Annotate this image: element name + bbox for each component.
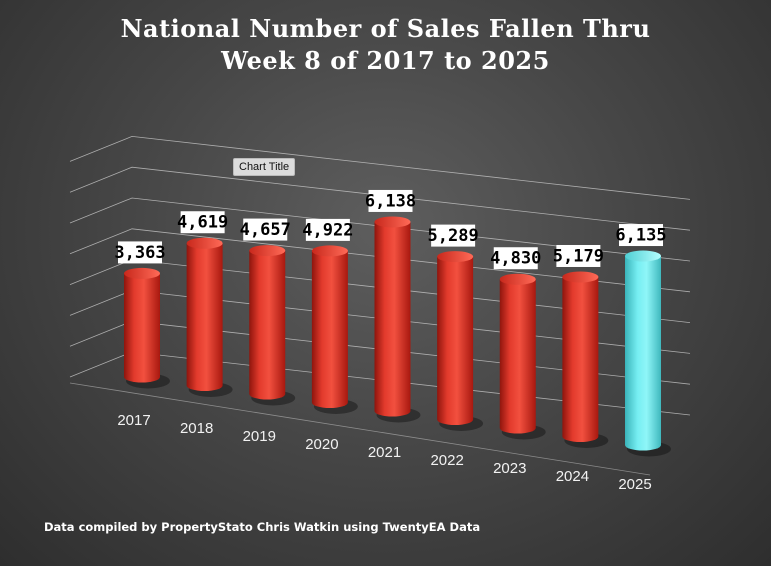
- chart-title-line-2: Week 8 of 2017 to 2025: [221, 46, 550, 75]
- value-label-text: 5,289: [428, 226, 479, 246]
- value-label-2017: 3,363: [114, 241, 166, 264]
- value-label-text: 5,179: [553, 246, 604, 266]
- value-label-2023: 4,830: [490, 247, 541, 270]
- category-label-2021: 2021: [368, 444, 401, 461]
- bar-2017: [124, 267, 170, 389]
- category-labels: 2017 2018 2019 2020 2021 2022 2023 2024 2025: [117, 412, 651, 493]
- value-label-text: 4,657: [240, 220, 291, 240]
- value-label-2020: 4,922: [302, 218, 353, 241]
- bar-2020: [311, 245, 358, 414]
- value-label-text: 4,830: [490, 249, 541, 269]
- bar-2024: [562, 271, 609, 448]
- floor-edge: [69, 382, 651, 476]
- bar-2018: [186, 237, 233, 397]
- bar-2025: [625, 250, 671, 457]
- category-label-2024: 2024: [556, 468, 589, 485]
- value-label-text: 3,363: [114, 243, 165, 263]
- value-label-2019: 4,657: [240, 218, 291, 241]
- gridline: [69, 166, 691, 231]
- bars: [124, 216, 671, 457]
- value-label-text: 4,619: [177, 213, 228, 233]
- chart-title-line-1: National Number of Sales Fallen Thru: [120, 14, 651, 43]
- gridline: [69, 135, 691, 200]
- bar-2023: [499, 273, 546, 440]
- category-label-2020: 2020: [305, 436, 338, 453]
- category-label-2019: 2019: [243, 428, 276, 445]
- value-label-2021: 6,138: [365, 189, 416, 212]
- category-label-2023: 2023: [493, 460, 526, 477]
- gridline: [69, 197, 691, 262]
- gridline: [69, 228, 691, 293]
- value-label-text: 6,138: [365, 191, 416, 211]
- value-label-2018: 4,619: [177, 211, 228, 234]
- value-label-2025: 6,135: [615, 224, 667, 247]
- bar-2019: [249, 245, 296, 406]
- value-label-text: 4,922: [302, 220, 353, 240]
- chart-title-placeholder[interactable]: Chart Title: [233, 158, 296, 176]
- value-labels: 3,363 4,619 4,657 4,922 6,138 5,289 4,830 5,179…: [114, 189, 667, 270]
- category-label-2022: 2022: [430, 452, 463, 469]
- value-label-2022: 5,289: [428, 224, 479, 247]
- value-label-2024: 5,179: [553, 244, 604, 267]
- category-label-2018: 2018: [180, 420, 213, 437]
- bar-2021: [374, 216, 421, 423]
- category-label-2025: 2025: [618, 476, 651, 493]
- source-note: Data compiled by PropertyStato Chris Wat…: [44, 520, 481, 534]
- category-label-2017: 2017: [117, 412, 150, 429]
- bar-2022: [437, 251, 484, 431]
- value-label-text: 6,135: [615, 226, 666, 246]
